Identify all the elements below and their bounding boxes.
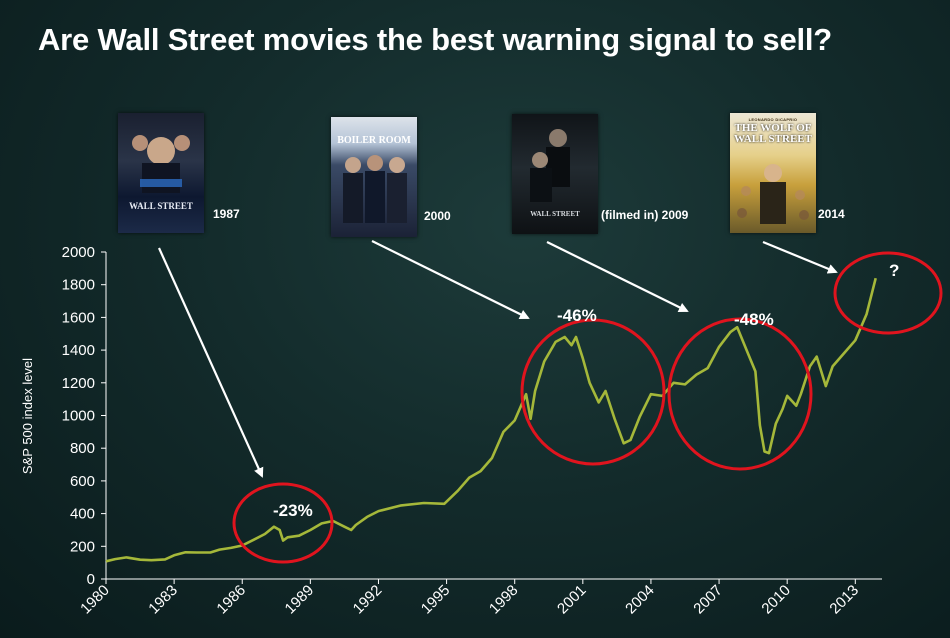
peak-2014-circle — [833, 251, 943, 335]
x-tick-label: 1995 — [418, 582, 454, 618]
poster-art — [530, 129, 570, 202]
arrow-2014 — [762, 240, 838, 274]
boiler-room-poster: BOILER ROOM — [331, 117, 417, 237]
wolf-of-wall-street-poster: LEONARDO DiCAPRIO THE WOLF OF WALL STREE… — [730, 113, 816, 233]
x-tick-label: 2010 — [758, 582, 794, 618]
y-tick-label: 0 — [87, 571, 95, 588]
crash-1987-circle — [232, 482, 334, 564]
arrow-1987 — [157, 247, 264, 478]
crash-2000-circle — [520, 318, 666, 466]
y-tick-label: 1200 — [62, 375, 95, 392]
drawdown-label-2008: -48% — [734, 310, 774, 329]
arrow-2009 — [546, 241, 689, 312]
x-tick-label: 1989 — [282, 582, 318, 618]
poster-title: WALL STREET — [530, 210, 580, 218]
y-tick-label: 1400 — [62, 342, 95, 359]
drawdown-label-2000: -46% — [557, 306, 597, 325]
x-axis-ticks: 1980 1983 1986 1989 1992 1995 1998 2001 2004 2007… — [77, 579, 862, 617]
poster-art — [737, 164, 809, 224]
poster-title: BOILER ROOM — [337, 135, 411, 146]
y-tick-label: 400 — [70, 506, 95, 523]
wall-street-2010-poster: WALL STREET — [512, 114, 598, 234]
x-tick-label: 1983 — [145, 582, 181, 618]
poster-credit: LEONARDO DiCAPRIO — [748, 117, 798, 122]
y-tick-label: 2000 — [62, 244, 95, 261]
y-tick-label: 200 — [70, 538, 95, 555]
wall-street-1987-poster: WALL STREET — [118, 113, 204, 233]
drawdown-label-1987: -23% — [273, 501, 313, 520]
y-axis-ticks: 0 200 400 600 800 1000 1200 1400 1600 1800 2000 — [62, 244, 106, 588]
x-tick-label: 1986 — [213, 582, 249, 618]
x-tick-label: 2001 — [554, 582, 590, 618]
y-tick-label: 600 — [70, 473, 95, 490]
x-tick-label: 2013 — [827, 582, 863, 618]
arrow-2000 — [371, 240, 530, 319]
y-axis-label: S&P 500 index level — [20, 358, 35, 474]
question-label-2014: ? — [889, 261, 899, 280]
y-tick-label: 1000 — [62, 408, 95, 425]
x-tick-label: 2007 — [690, 582, 726, 618]
movie-year-label: 2014 — [818, 207, 845, 221]
movie-year-label: 2000 — [424, 209, 451, 223]
y-tick-label: 1800 — [62, 277, 95, 294]
poster-art — [132, 135, 190, 193]
page-title: Are Wall Street movies the best warning … — [38, 22, 833, 57]
poster-title: WALL STREET — [129, 201, 193, 211]
poster-title: THE WOLF OF WALL STREET — [734, 122, 812, 145]
poster-art — [343, 155, 407, 223]
x-tick-label: 2004 — [622, 582, 658, 618]
movie-year-label: (filmed in) 2009 — [601, 208, 689, 222]
crash-2008-circle — [667, 317, 813, 471]
x-tick-label: 1998 — [486, 582, 522, 618]
movie-year-label: 1987 — [213, 207, 240, 221]
sp500-series-line — [105, 277, 877, 563]
y-tick-label: 800 — [70, 440, 95, 457]
x-tick-label: 1992 — [350, 582, 386, 618]
x-tick-label: 1980 — [77, 582, 113, 618]
y-tick-label: 1600 — [62, 309, 95, 326]
